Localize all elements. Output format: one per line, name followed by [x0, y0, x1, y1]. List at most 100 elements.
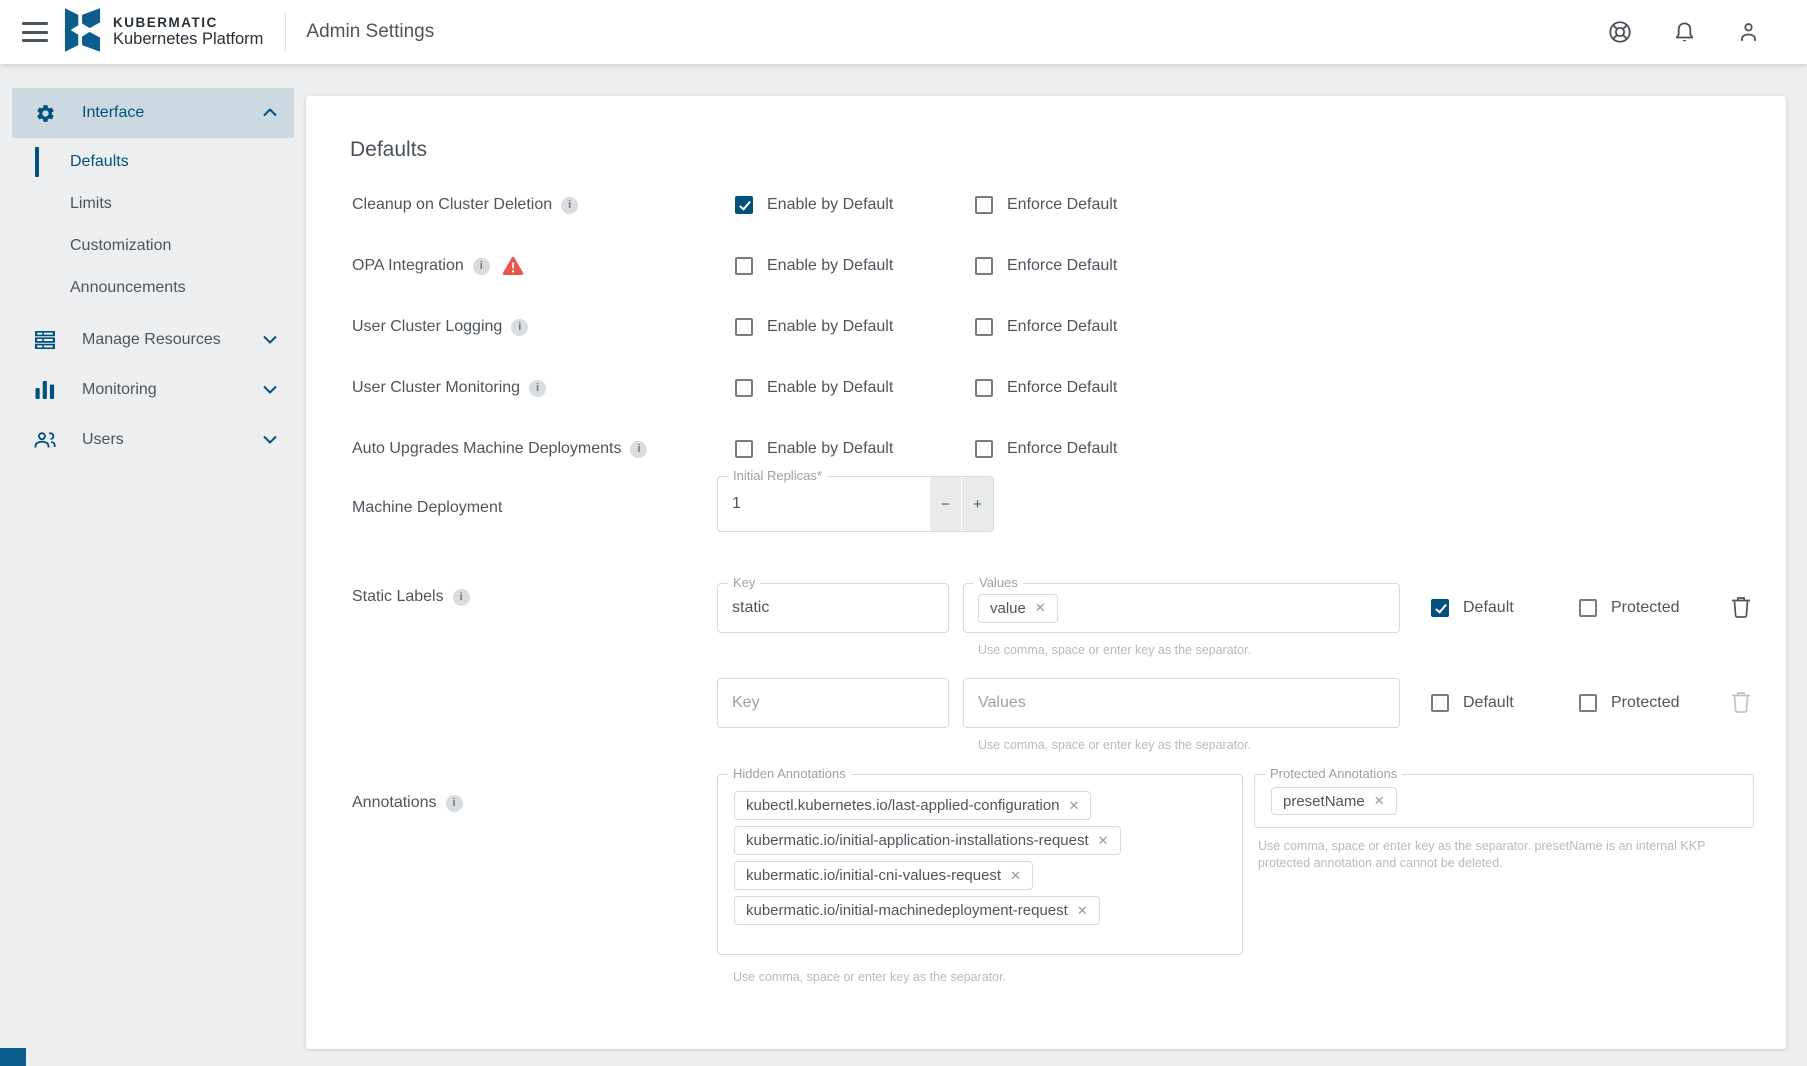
checkbox-label: Enforce Default [1007, 318, 1118, 335]
enforce-default-checkbox[interactable]: Enforce Default [975, 315, 1117, 339]
enforce-default-checkbox[interactable]: Enforce Default [975, 254, 1117, 278]
checkbox-label: Enforce Default [1007, 257, 1118, 274]
remove-chip-icon[interactable]: ✕ [1097, 832, 1109, 848]
user-account-icon[interactable] [1735, 19, 1761, 45]
initial-replicas-value: 1 [732, 495, 741, 512]
static-label-key-input[interactable]: Key static [717, 576, 949, 633]
sidebar-item-manage-resources[interactable]: Manage Resources [12, 315, 294, 365]
info-icon[interactable]: i [561, 196, 579, 214]
sidebar-item-users[interactable]: Users [12, 415, 294, 465]
enforce-default-checkbox[interactable]: Enforce Default [975, 437, 1117, 461]
menu-icon[interactable] [22, 22, 48, 42]
initial-replicas-field[interactable]: Initial Replicas* 1 − + [717, 469, 994, 532]
checkbox[interactable] [975, 379, 993, 397]
sidebar-item-label: Defaults [70, 153, 129, 170]
checkbox-label: Protected [1611, 599, 1680, 616]
checkbox-label: Enable by Default [767, 440, 894, 457]
checkbox[interactable] [735, 257, 753, 275]
checkbox-label: Protected [1611, 694, 1680, 711]
help-icon[interactable] [1607, 19, 1633, 45]
header-divider [285, 13, 287, 51]
static-label-values-input[interactable]: Values [963, 678, 1400, 728]
checkbox[interactable] [1431, 599, 1449, 617]
checkbox[interactable] [1579, 599, 1597, 617]
sidebar-item-customization[interactable]: Customization [0, 227, 300, 265]
checkbox[interactable] [975, 257, 993, 275]
sidebar-item-interface[interactable]: Interface [12, 88, 294, 138]
chevron-down-icon [263, 331, 277, 349]
chip-label: kubectl.kubernetes.io/last-applied-confi… [746, 797, 1060, 814]
bottom-left-accent [0, 1048, 26, 1066]
notifications-icon[interactable] [1671, 19, 1697, 45]
sidebar-item-monitoring[interactable]: Monitoring [12, 365, 294, 415]
enable-by-default-checkbox[interactable]: Enable by Default [735, 315, 893, 339]
checkbox-label: Default [1463, 599, 1514, 616]
page-title: Admin Settings [306, 21, 435, 42]
chip-label: presetName [1283, 792, 1365, 810]
sidebar-item-limits[interactable]: Limits [0, 185, 300, 223]
enable-by-default-checkbox[interactable]: Enable by Default [735, 193, 893, 217]
defaults-settings-card: Defaults Cleanup on Cluster Deletion i En… [306, 96, 1786, 1049]
protected-checkbox[interactable]: Protected [1579, 596, 1679, 620]
info-icon[interactable]: i [445, 794, 463, 812]
setting-label: User Cluster Monitoring i [352, 376, 547, 400]
setting-label: Annotations i [352, 791, 463, 815]
info-icon[interactable]: i [452, 588, 470, 606]
bar-chart-icon [34, 379, 56, 401]
chip-label: value [990, 599, 1026, 617]
values-placeholder: Values [978, 694, 1026, 711]
checkbox[interactable] [975, 196, 993, 214]
sidebar-item-label: Users [82, 431, 124, 448]
sidebar-item-defaults[interactable]: Defaults [0, 143, 300, 181]
annotation-chip: kubermatic.io/initial-machinedeployment-… [734, 896, 1100, 925]
setting-label: Machine Deployment [352, 499, 503, 516]
warning-icon[interactable] [502, 256, 524, 276]
sidebar-item-label: Customization [70, 237, 172, 254]
separator-hint: Use comma, space or enter key as the sep… [733, 970, 1007, 984]
info-icon[interactable]: i [630, 440, 648, 458]
default-checkbox[interactable]: Default [1431, 596, 1514, 620]
brand-name: KUBERMATIC [113, 14, 218, 30]
remove-chip-icon[interactable]: ✕ [1068, 797, 1080, 813]
protected-annotations-input[interactable]: Protected Annotations presetName ✕ [1254, 767, 1754, 828]
enforce-default-checkbox[interactable]: Enforce Default [975, 193, 1117, 217]
info-icon[interactable]: i [511, 318, 529, 336]
annotation-chip: kubectl.kubernetes.io/last-applied-confi… [734, 791, 1092, 820]
decrease-button[interactable]: − [929, 477, 961, 531]
remove-chip-icon[interactable]: ✕ [1076, 902, 1088, 918]
static-label-key-input[interactable]: Key [717, 678, 949, 728]
enforce-default-checkbox[interactable]: Enforce Default [975, 376, 1117, 400]
increase-button[interactable]: + [961, 477, 993, 531]
checkbox[interactable] [735, 440, 753, 458]
sidebar-item-announcements[interactable]: Announcements [0, 269, 300, 307]
remove-chip-icon[interactable]: ✕ [1034, 600, 1046, 615]
enable-by-default-checkbox[interactable]: Enable by Default [735, 254, 893, 278]
static-label-values-input[interactable]: Values value ✕ [963, 576, 1400, 633]
protected-checkbox[interactable]: Protected [1579, 691, 1679, 715]
checkbox[interactable] [735, 196, 753, 214]
info-icon[interactable]: i [529, 379, 547, 397]
chevron-down-icon [263, 431, 277, 449]
active-indicator [35, 147, 39, 177]
checkbox-label: Default [1463, 694, 1514, 711]
field-label: Initial Replicas* [728, 469, 827, 482]
checkbox[interactable] [975, 440, 993, 458]
default-checkbox[interactable]: Default [1431, 691, 1514, 715]
remove-chip-icon[interactable]: ✕ [1373, 793, 1385, 808]
delete-row-icon[interactable] [1730, 595, 1752, 619]
app-header: KUBERMATIC Kubernetes Platform Admin Set… [0, 0, 1807, 64]
enable-by-default-checkbox[interactable]: Enable by Default [735, 437, 893, 461]
checkbox-label: Enforce Default [1007, 440, 1118, 457]
annotation-chip: presetName ✕ [1271, 787, 1397, 815]
checkbox[interactable] [735, 379, 753, 397]
checkbox[interactable] [975, 318, 993, 336]
checkbox[interactable] [735, 318, 753, 336]
sidebar-item-label: Limits [70, 195, 112, 212]
checkbox[interactable] [1579, 694, 1597, 712]
remove-chip-icon[interactable]: ✕ [1010, 867, 1022, 883]
checkbox[interactable] [1431, 694, 1449, 712]
info-icon[interactable]: i [472, 257, 490, 275]
separator-hint: Use comma, space or enter key as the sep… [978, 643, 1252, 657]
enable-by-default-checkbox[interactable]: Enable by Default [735, 376, 893, 400]
hidden-annotations-input[interactable]: Hidden Annotations kubectl.kubernetes.io… [717, 767, 1243, 955]
